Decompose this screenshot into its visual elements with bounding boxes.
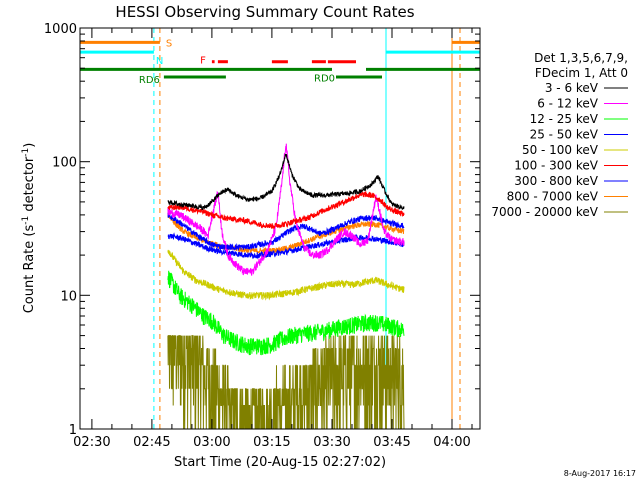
legend: Det 1,3,5,6,7,9, FDecim 1, Att 0 3 - 6 k… (491, 51, 628, 219)
series-line (167, 249, 405, 301)
x-tick-label: 03:45 (373, 435, 410, 450)
flag-label-s: S (166, 38, 172, 49)
y-tick-label: 10 (60, 289, 77, 304)
series-line (167, 232, 405, 260)
y-axis-label-suffix: ) (22, 143, 37, 148)
flag-label-rd6: RD6 (139, 75, 160, 86)
chart-title: HESSI Observing Summary Count Rates (115, 3, 414, 21)
y-tick-label: 100 (52, 156, 77, 171)
series-line (167, 212, 405, 252)
data-series (167, 143, 405, 430)
flag-label-n: N (156, 56, 163, 67)
series-line (167, 190, 405, 231)
legend-header-line1: Det 1,3,5,6,7,9, (534, 51, 628, 65)
legend-entry-label: 6 - 12 keV (537, 97, 599, 111)
x-axis-ticks: 02:30 02:45 03:00 03:15 03:30 03:45 04:00 (73, 28, 473, 450)
legend-entry-label: 100 - 300 keV (514, 159, 598, 173)
x-tick-label: 04:00 (433, 435, 470, 450)
series-line (167, 143, 405, 276)
y-axis-label-prefix: Count Rate (s (22, 225, 37, 314)
x-tick-label: 02:30 (73, 435, 110, 450)
status-flags: SN F RD0 RD6 (80, 38, 480, 86)
x-tick-label: 03:00 (193, 435, 230, 450)
legend-header-line2: FDecim 1, Att 0 (535, 66, 628, 80)
y-axis-label-mid: detector (22, 156, 37, 216)
x-tick-label: 02:45 (133, 435, 170, 450)
series-line (167, 153, 405, 211)
legend-entry-label: 12 - 25 keV (530, 112, 599, 126)
x-tick-label: 03:15 (253, 435, 290, 450)
footer-timestamp: 8-Aug-2017 16:17 (564, 469, 636, 478)
x-axis-label: Start Time (20-Aug-15 02:27:02) (174, 455, 386, 470)
x-tick-label: 03:30 (313, 435, 350, 450)
y-axis-label: Count Rate (s-1 detector-1) (21, 143, 37, 314)
legend-entry-label: 3 - 6 keV (545, 81, 599, 95)
plot-frame (79, 27, 481, 430)
legend-entry-label: 50 - 100 keV (522, 143, 599, 157)
legend-entry-label: 800 - 7000 keV (507, 190, 599, 204)
legend-entry-label: 7000 - 20000 keV (491, 205, 598, 219)
legend-entry-label: 25 - 50 keV (530, 128, 599, 142)
y-axis-label-sup2: -1 (21, 148, 31, 157)
y-tick-label: 1 (69, 423, 77, 438)
flag-label-f: F (200, 56, 206, 67)
y-tick-label: 1000 (44, 22, 77, 37)
y-axis-ticks: 1 10 100 1000 (44, 22, 480, 438)
series-line (167, 335, 405, 430)
series-line (167, 270, 405, 356)
flag-label-rd0: RD0 (314, 73, 335, 84)
y-axis-label-sup1: -1 (21, 216, 31, 225)
legend-entry-label: 300 - 800 keV (514, 174, 598, 188)
